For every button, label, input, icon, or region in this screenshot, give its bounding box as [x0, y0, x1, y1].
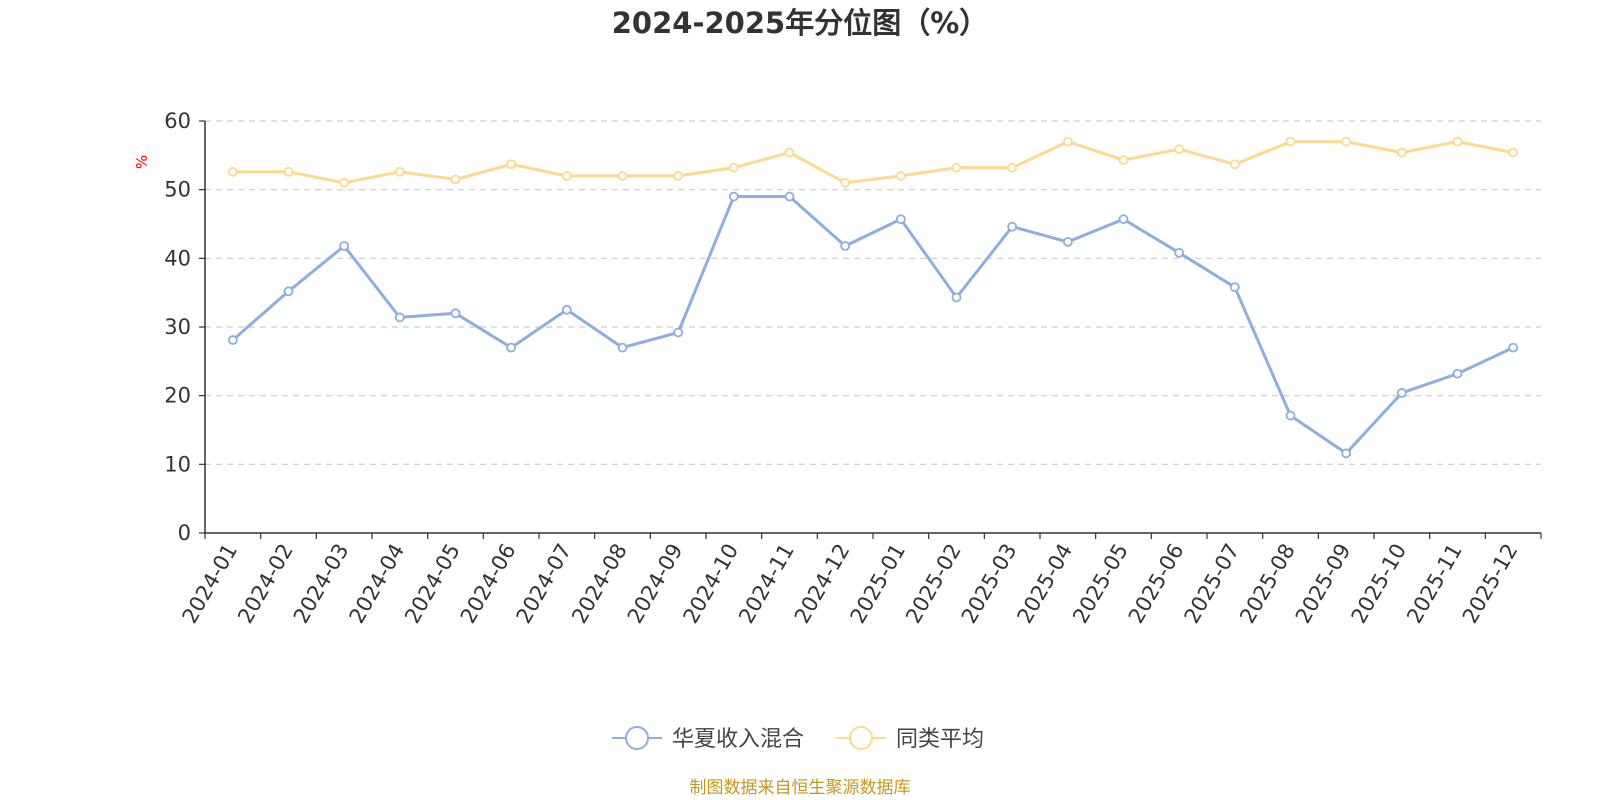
legend-label: 同类平均: [896, 727, 984, 752]
data-point[interactable]: [784, 191, 795, 202]
y-tick-label: 20: [164, 384, 191, 408]
x-tick-label: 2025-10: [1347, 540, 1412, 628]
data-point[interactable]: [561, 171, 572, 181]
legend[interactable]: 华夏收入混合 同类平均: [612, 726, 984, 752]
data-point[interactable]: [283, 166, 294, 177]
data-point[interactable]: [283, 286, 294, 297]
data-point[interactable]: [394, 312, 405, 323]
x-tick-label: 2025-04: [1013, 540, 1078, 628]
chart-title: 2024-2025年分位图（%）: [612, 6, 989, 40]
data-point[interactable]: [1396, 388, 1407, 398]
data-point[interactable]: [450, 308, 461, 319]
x-tick-label: 2025-09: [1291, 540, 1356, 628]
axes: 01020304050602024-012024-022024-032024-0…: [164, 109, 1542, 628]
series-1: [227, 191, 1519, 459]
series-line: [231, 140, 1515, 185]
data-point[interactable]: [1062, 136, 1073, 147]
x-tick-label: 2025-08: [1235, 540, 1300, 628]
x-tick-label: 2024-03: [289, 540, 354, 628]
data-point[interactable]: [1174, 247, 1185, 258]
y-tick-label: 0: [178, 521, 191, 545]
data-point[interactable]: [339, 177, 350, 188]
data-point[interactable]: [617, 342, 628, 353]
y-tick-label: 30: [164, 315, 191, 339]
legend-marker: [849, 726, 873, 750]
data-point[interactable]: [728, 191, 739, 202]
x-tick-label: 2025-07: [1180, 540, 1245, 628]
data-point[interactable]: [673, 171, 684, 181]
data-point[interactable]: [951, 292, 962, 303]
x-tick-label: 2024-02: [233, 540, 298, 628]
x-tick-label: 2025-01: [846, 540, 911, 628]
data-point[interactable]: [840, 177, 851, 188]
legend-item[interactable]: 华夏收入混合: [612, 726, 804, 752]
x-tick-label: 2025-03: [957, 540, 1022, 628]
legend-label: 华夏收入混合: [672, 727, 804, 752]
x-tick-label: 2025-12: [1458, 540, 1523, 628]
data-point[interactable]: [1285, 136, 1296, 147]
data-point[interactable]: [561, 304, 572, 315]
data-point[interactable]: [1452, 368, 1463, 379]
data-point[interactable]: [1396, 147, 1407, 158]
data-point[interactable]: [1062, 236, 1073, 247]
data-point[interactable]: [951, 162, 962, 173]
data-point[interactable]: [1118, 155, 1129, 166]
x-tick-label: 2024-06: [456, 540, 521, 628]
data-point[interactable]: [339, 241, 350, 251]
data-point[interactable]: [1508, 147, 1519, 158]
y-tick-label: 60: [164, 109, 191, 133]
series-lines: [227, 136, 1519, 459]
data-point[interactable]: [506, 342, 517, 353]
legend-marker: [625, 726, 649, 750]
data-point[interactable]: [450, 174, 461, 185]
data-point[interactable]: [1285, 410, 1296, 421]
y-tick-label: 50: [164, 178, 191, 202]
data-point[interactable]: [1341, 448, 1352, 459]
data-point[interactable]: [227, 166, 238, 177]
y-axis-unit-label: %: [133, 155, 151, 169]
data-point[interactable]: [1229, 159, 1240, 170]
data-point[interactable]: [784, 147, 795, 158]
data-point[interactable]: [673, 327, 684, 338]
x-tick-label: 2024-12: [790, 540, 855, 628]
data-point[interactable]: [1341, 136, 1352, 147]
legend-item[interactable]: 同类平均: [836, 726, 984, 752]
series-line: [231, 195, 1515, 455]
data-point[interactable]: [1118, 214, 1129, 225]
series-2: [227, 136, 1519, 188]
x-tick-label: 2024-09: [623, 540, 688, 628]
data-point[interactable]: [394, 166, 405, 177]
x-tick-label: 2024-07: [512, 540, 577, 628]
x-tick-label: 2024-05: [400, 540, 465, 628]
y-tick-label: 10: [164, 452, 191, 476]
data-source-note: 制图数据来自恒生聚源数据库: [690, 778, 911, 798]
x-tick-label: 2024-10: [679, 540, 744, 628]
x-tick-label: 2024-01: [178, 540, 243, 628]
x-tick-label: 2025-11: [1402, 540, 1467, 628]
x-tick-label: 2025-06: [1124, 540, 1189, 628]
data-point[interactable]: [227, 335, 238, 345]
grid-lines: [205, 120, 1541, 465]
data-point[interactable]: [1174, 144, 1185, 155]
data-point[interactable]: [1229, 282, 1240, 293]
data-point[interactable]: [1508, 342, 1519, 353]
x-tick-label: 2024-04: [345, 540, 410, 628]
x-tick-label: 2024-11: [734, 540, 799, 628]
data-point[interactable]: [895, 214, 906, 225]
data-point[interactable]: [840, 241, 851, 251]
data-point[interactable]: [506, 159, 517, 170]
y-tick-label: 40: [164, 246, 191, 270]
x-tick-label: 2025-02: [901, 540, 966, 628]
data-point[interactable]: [617, 171, 628, 181]
data-point[interactable]: [1007, 221, 1018, 232]
x-tick-label: 2024-08: [567, 540, 632, 628]
data-point[interactable]: [1452, 136, 1463, 147]
data-point[interactable]: [728, 162, 739, 173]
x-tick-label: 2025-05: [1068, 540, 1133, 628]
data-point[interactable]: [1007, 162, 1018, 173]
data-point[interactable]: [895, 171, 906, 181]
